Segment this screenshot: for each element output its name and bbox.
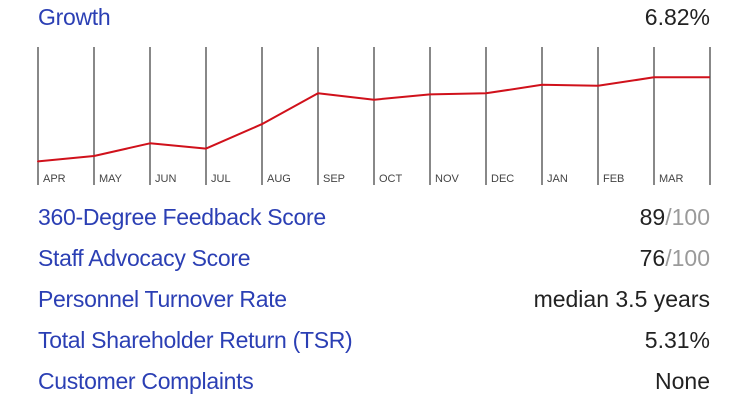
growth-line-chart: APR MAY JUN JUL AUG SEP OCT NOV DEC JAN FEB MAR — [37, 47, 711, 185]
data-point — [93, 155, 95, 157]
metric-row-customer-complaints: Customer Complaints None — [38, 364, 710, 405]
data-point — [149, 142, 151, 145]
chart-x-tick-labels: APR MAY JUN JUL AUG SEP OCT NOV DEC JAN FEB MAR — [43, 173, 684, 185]
metric-row-turnover-rate: Personnel Turnover Rate median 3.5 years — [38, 282, 710, 323]
metric-row-feedback-score: 360-Degree Feedback Score 89/100 — [38, 200, 710, 241]
x-tick-label: DEC — [491, 173, 514, 185]
chart-gridlines — [37, 47, 711, 185]
metric-label: 360-Degree Feedback Score — [38, 204, 326, 230]
data-point — [373, 98, 375, 101]
metrics-list: 360-Degree Feedback Score 89/100 Staff A… — [38, 200, 710, 405]
x-tick-label: JUN — [155, 173, 176, 185]
x-tick-label: MAR — [659, 173, 684, 185]
metric-label: Staff Advocacy Score — [38, 245, 251, 271]
data-point — [261, 123, 263, 126]
data-point — [653, 76, 655, 79]
metric-value-suffix: /100 — [665, 204, 710, 230]
metric-value-suffix: /100 — [665, 245, 710, 271]
metric-value-number: 76 — [639, 245, 666, 271]
metric-value-number: 89 — [639, 204, 666, 230]
growth-value: 6.82% — [644, 4, 710, 30]
metric-value: 89/100 — [640, 204, 710, 231]
growth-header: Growth 6.82% — [38, 4, 710, 34]
x-tick-label: JAN — [547, 173, 568, 185]
metric-label: Customer Complaints — [38, 368, 254, 394]
x-tick-label: JUL — [211, 173, 231, 185]
growth-label: Growth — [38, 4, 111, 30]
x-tick-label: AUG — [267, 173, 291, 185]
data-point — [205, 147, 207, 150]
x-tick-label: OCT — [379, 173, 403, 185]
metric-label: Total Shareholder Return (TSR) — [38, 327, 353, 353]
x-tick-label: MAY — [99, 173, 123, 185]
data-point — [541, 83, 543, 86]
data-point — [317, 92, 319, 95]
metric-value: median 3.5 years — [533, 286, 710, 312]
metric-value: 76/100 — [640, 245, 710, 272]
metric-value: None — [655, 368, 710, 394]
x-tick-label: SEP — [323, 173, 345, 185]
x-tick-label: NOV — [435, 173, 460, 185]
data-point — [597, 84, 599, 87]
data-point — [37, 160, 39, 163]
x-tick-label: FEB — [603, 173, 624, 185]
x-tick-label: APR — [43, 173, 66, 185]
metric-value: 5.31% — [644, 327, 710, 353]
metric-row-tsr: Total Shareholder Return (TSR) 5.31% — [38, 323, 710, 364]
chart-series — [37, 76, 710, 163]
metric-label: Personnel Turnover Rate — [38, 286, 287, 312]
metric-row-advocacy-score: Staff Advocacy Score 76/100 — [38, 241, 710, 282]
data-point — [429, 93, 431, 96]
data-point — [485, 92, 487, 95]
